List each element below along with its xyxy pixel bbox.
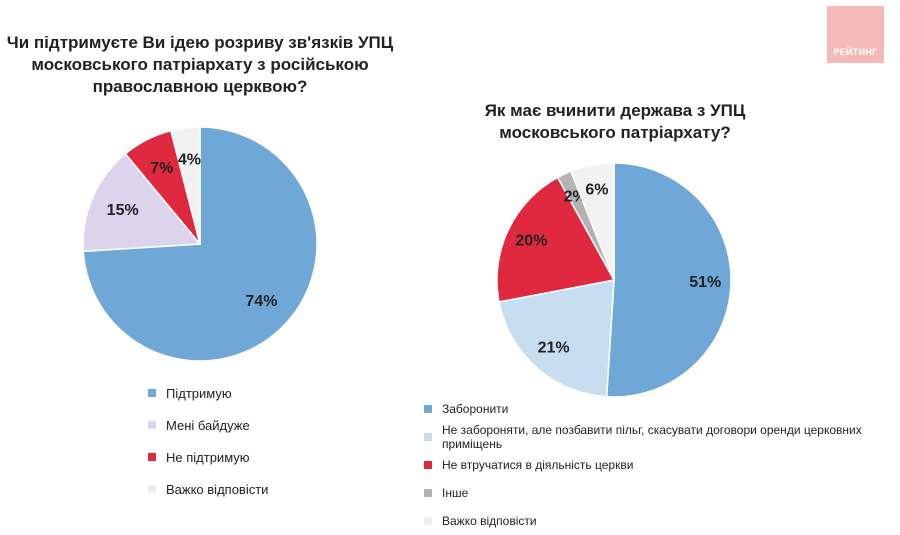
legend-1-item-3: Важко відповісти — [148, 473, 268, 505]
legend-swatch — [148, 421, 156, 429]
pie-chart-1: 74% 15% 7% 4% — [82, 126, 318, 362]
legend-chart-2: Заборонити Не забороняти, але позбавити п… — [424, 395, 900, 535]
pie-1-label-3: 4% — [178, 152, 201, 169]
pie-1-label-1: 15% — [107, 202, 139, 219]
pie-2-slice-1 — [498, 279, 615, 398]
legend-chart-1: Підтримую Мені байдуже Не підтримую Важко в… — [148, 377, 268, 505]
legend-label: Заборонити — [442, 402, 509, 416]
pie-2-label-0: 51% — [689, 274, 721, 291]
legend-swatch — [148, 389, 156, 397]
legend-label: Важко відповісти — [166, 481, 269, 497]
rating-logo: РЕЙТИНГ — [827, 6, 884, 63]
legend-2-item-2: Не втручатися в діяльність церкви — [424, 451, 900, 479]
legend-label: Не підтримую — [166, 449, 250, 465]
legend-2-item-1: Не забороняти, але позбавити пільг, скас… — [424, 423, 900, 451]
legend-label: Інше — [442, 486, 469, 500]
legend-swatch — [148, 485, 156, 493]
pie-1-slice-1 — [82, 152, 202, 253]
legend-label: Не забороняти, але позбавити пільг, скас… — [442, 423, 862, 451]
pie-2-label-1: 21% — [538, 340, 570, 357]
legend-1-item-1: Мені байдуже — [148, 409, 268, 441]
legend-1-item-2: Не підтримую — [148, 441, 268, 473]
pie-1-label-2: 7% — [150, 160, 173, 177]
pie-2-label-2: 20% — [515, 232, 547, 249]
logo-text: РЕЙТИНГ — [833, 47, 878, 57]
chart-2-title: Як має вчинити держава з УПЦ московськог… — [484, 101, 746, 142]
chart-1-title: Чи підтримуєте Ви ідею розриву зв'язків … — [6, 33, 394, 96]
legend-swatch — [424, 517, 432, 525]
legend-2-item-0: Заборонити — [424, 395, 900, 423]
legend-2-item-3: Інше — [424, 479, 900, 507]
pie-1-label-0: 74% — [245, 293, 277, 310]
pie-chart-2: 51%21%20%2%6% — [496, 162, 732, 398]
legend-swatch — [424, 461, 432, 469]
legend-swatch — [424, 489, 432, 497]
legend-2-item-4: Важко відповісти — [424, 507, 900, 535]
pie-2-slice-2 — [496, 176, 616, 303]
legend-1-item-0: Підтримую — [148, 377, 268, 409]
pie-2-slice-0 — [605, 162, 732, 398]
legend-label: Важко відповісти — [442, 514, 537, 528]
legend-label: Мені байдуже — [166, 417, 250, 433]
pie-1-slice-3 — [169, 126, 201, 245]
legend-label: Не втручатися в діяльність церкви — [442, 458, 634, 472]
legend-swatch — [424, 405, 432, 413]
pie-2-slice-4 — [569, 162, 615, 281]
legend-label: Підтримую — [166, 385, 232, 401]
legend-swatch — [148, 453, 156, 461]
pie-2-label-4: 6% — [585, 182, 608, 199]
legend-swatch — [424, 433, 432, 441]
